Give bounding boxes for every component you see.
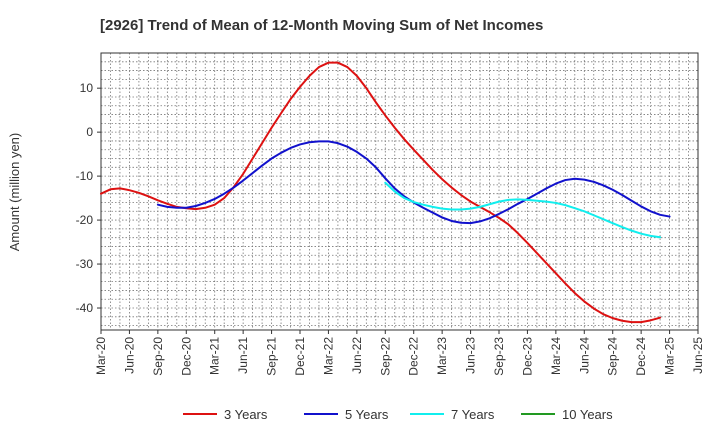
x-tick-label: Sep-22 [378,337,392,376]
x-tick-label: Sep-21 [265,337,279,376]
y-axis-label: Amount (million yen) [7,133,22,252]
x-tick-label: Mar-23 [435,337,449,375]
legend-label: 3 Years [224,407,268,422]
x-tick-label: Sep-24 [606,337,620,376]
x-tick-label: Jun-25 [691,337,705,374]
y-tick-label: -40 [76,301,94,315]
plot-frame [100,52,699,331]
x-tick-label: Jun-23 [464,337,478,374]
series-line-3-years [100,61,662,324]
x-tick-label: Dec-24 [634,337,648,376]
x-tick-label: Jun-20 [122,337,136,374]
x-tick-label: Mar-20 [94,337,108,375]
y-tick-label: -10 [76,169,94,183]
x-tick-label: Dec-21 [293,337,307,376]
series-line-7-years [384,181,662,239]
x-tick-label: Sep-23 [492,337,506,376]
x-tick-label: Dec-20 [179,337,193,376]
legend-label: 5 Years [345,407,389,422]
legend: 3 Years 5 Years 7 Years 10 Years [183,407,613,422]
x-tick-label: Mar-25 [663,337,677,375]
x-tick-label: Jun-21 [236,337,250,374]
x-tick-label: Mar-21 [208,337,222,375]
plot-area: 10 0 -10 -20 -30 -40 Mar-20 Jun-20 Sep-20 Dec-20 M… [76,52,705,376]
legend-label: 7 Years [451,407,495,422]
x-tick-label: Mar-22 [321,337,335,375]
y-tick-label: -20 [76,213,94,227]
x-tick-label: Sep-20 [151,337,165,376]
x-tick-label: Jun-24 [577,337,591,374]
chart-title: [2926] Trend of Mean of 12-Month Moving … [100,17,543,34]
y-tick-label: 0 [86,125,93,139]
y-tick-label: -30 [76,257,94,271]
y-tick-label: 10 [80,81,94,95]
legend-label: 10 Years [562,407,613,422]
x-tick-label: Jun-22 [350,337,364,374]
x-tick-label: Dec-23 [520,337,534,376]
x-tick-label: Mar-24 [549,337,563,375]
x-tick-label: Dec-22 [407,337,421,376]
